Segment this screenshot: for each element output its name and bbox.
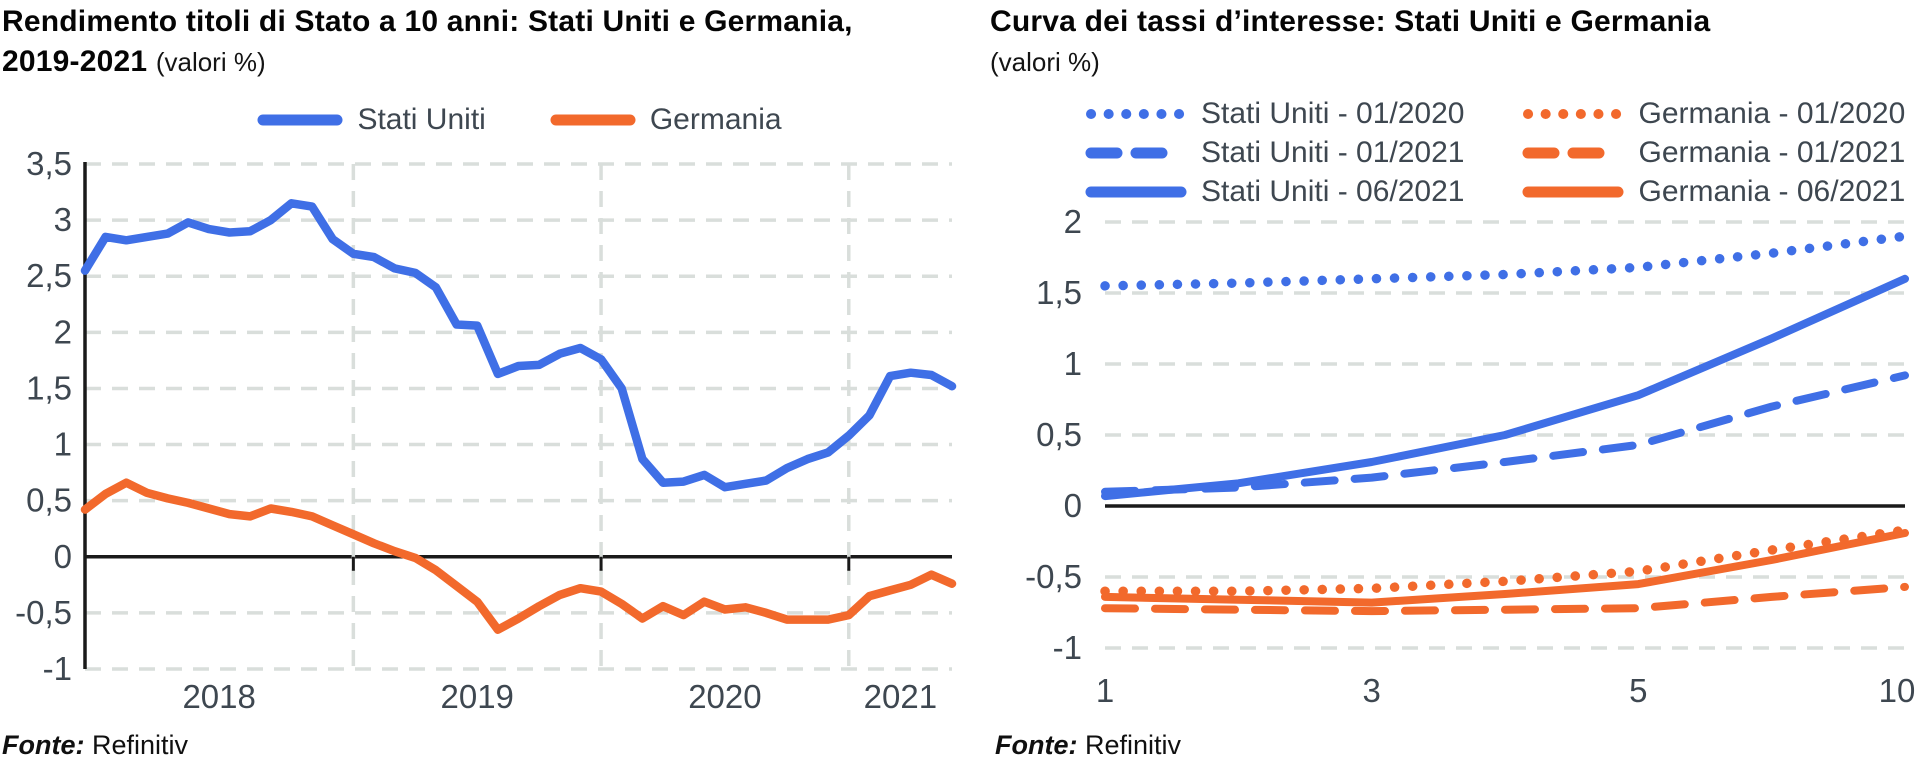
axis-tick-label: 0: [1064, 487, 1082, 524]
line-germania-01-2020: [1100, 525, 1910, 596]
axis-tick-label: 1,5: [1036, 274, 1082, 311]
legend-swatch-solid-icon: [1522, 186, 1624, 197]
axis-tick-label: 3,5: [26, 145, 72, 182]
axis-tick-label: 1: [1096, 672, 1114, 709]
right-chart-plot: 2 1,5 1 0,5 0 -0,5 -1 1 3 5 10: [1025, 203, 1915, 709]
source-value: Refinitiv: [1085, 730, 1182, 760]
axis-tick-label: 1,5: [26, 369, 72, 406]
left-chart-plot: 3,5 3 2,5 2 1,5 1 0,5 0 -0,5 -1 2018 2019 2020 2021: [15, 145, 957, 715]
legend-item: Germania - 01/2021: [1520, 136, 1905, 169]
line-stati-uniti-01-2020: [1100, 231, 1910, 291]
axis-tick-label: 0,5: [1036, 416, 1082, 453]
legend-label: Stati Uniti: [357, 102, 486, 136]
legend-label: Germania - 06/2021: [1638, 174, 1906, 208]
legend-column: Germania - 01/2020 Germania - 01/2021 Germ…: [1520, 97, 1905, 208]
axis-tick-label: -1: [1053, 629, 1082, 666]
legend-item: Stati Uniti: [255, 102, 486, 136]
source-value: Refinitiv: [92, 730, 189, 760]
right-chart-title-line1: Curva dei tassi d’interesse: Stati Uniti…: [990, 5, 1711, 38]
axis-tick-label: 2018: [182, 678, 255, 715]
line-germania-01-2021: [1101, 582, 1909, 616]
legend-swatch-solid-icon: [550, 114, 636, 125]
axis-tick-label: -1: [43, 650, 72, 687]
legend-swatch-solid-icon: [257, 114, 343, 125]
axis-tick-label: 2,5: [26, 257, 72, 294]
axis-tick-label: 2019: [441, 678, 514, 715]
axis-tick-label: 2021: [864, 678, 937, 715]
left-chart-title-note: (valori %): [155, 47, 266, 77]
source-label: Fonte:: [995, 730, 1078, 760]
left-chart-title-line1: Rendimento titoli di Stato a 10 anni: St…: [2, 5, 853, 38]
right-chart-title: Curva dei tassi d’interesse: Stati Uniti…: [990, 2, 1918, 82]
axis-tick-label: 3: [1362, 672, 1380, 709]
axis-tick-label: 2020: [688, 678, 761, 715]
axis-tick-label: 5: [1629, 672, 1647, 709]
legend-swatch-dotted-icon: [1523, 108, 1624, 119]
axis-tick-label: -0,5: [1025, 558, 1082, 595]
legend-swatch-dashed-icon: [1522, 147, 1624, 158]
axis-tick-label: 1: [54, 426, 72, 463]
left-chart-source: Fonte: Refinitiv: [2, 730, 188, 761]
source-label: Fonte:: [2, 730, 85, 760]
legend-label: Stati Uniti - 01/2020: [1201, 96, 1465, 130]
legend-item: Stati Uniti - 01/2021: [1083, 136, 1464, 169]
left-chart-title: Rendimento titoli di Stato a 10 anni: St…: [2, 2, 977, 82]
axis-tick-label: 2: [54, 313, 72, 350]
legend-column: Stati Uniti - 01/2020 Stati Uniti - 01/20…: [1083, 97, 1464, 208]
axis-tick-label: 0: [54, 538, 72, 575]
line-stati-uniti: [80, 199, 957, 492]
line-germania: [80, 478, 957, 634]
line-stati-uniti-06-2021: [1101, 274, 1909, 501]
legend-swatch-dotted-icon: [1086, 108, 1186, 119]
left-chart-legend: Stati Uniti Germania: [85, 103, 952, 136]
legend-item: Germania - 01/2020: [1520, 97, 1905, 130]
legend-swatch-dashed-icon: [1085, 147, 1187, 158]
legend-label: Germania - 01/2020: [1638, 96, 1906, 130]
legend-item: Stati Uniti - 01/2020: [1083, 97, 1464, 130]
right-chart-source: Fonte: Refinitiv: [995, 730, 1181, 761]
legend-item: Germania: [548, 103, 782, 136]
legend-label: Germania: [649, 102, 782, 136]
legend-label: Stati Uniti - 06/2021: [1201, 174, 1465, 208]
axis-tick-label: 3: [54, 201, 72, 238]
line-germania-06-2021: [1101, 529, 1909, 607]
right-chart-legend: Stati Uniti - 01/2020 Stati Uniti - 01/20…: [1083, 97, 1905, 208]
legend-swatch-solid-icon: [1085, 186, 1187, 197]
legend-label: Germania - 01/2021: [1638, 135, 1906, 169]
line-stati-uniti-01-2021: [1101, 371, 1909, 496]
legend-label: Stati Uniti - 01/2021: [1201, 135, 1465, 169]
axis-tick-label: 2: [1064, 203, 1082, 240]
legend-item: Germania - 06/2021: [1520, 175, 1905, 208]
axis-tick-label: 0,5: [26, 482, 72, 519]
legend-item: Stati Uniti - 06/2021: [1083, 175, 1464, 208]
left-chart-title-line2-bold: 2019-2021: [2, 45, 148, 78]
right-chart-title-note: (valori %): [990, 47, 1100, 77]
axis-tick-label: 1: [1064, 345, 1082, 382]
axis-tick-label: -0,5: [15, 594, 72, 631]
axis-tick-label: 10: [1879, 672, 1916, 709]
